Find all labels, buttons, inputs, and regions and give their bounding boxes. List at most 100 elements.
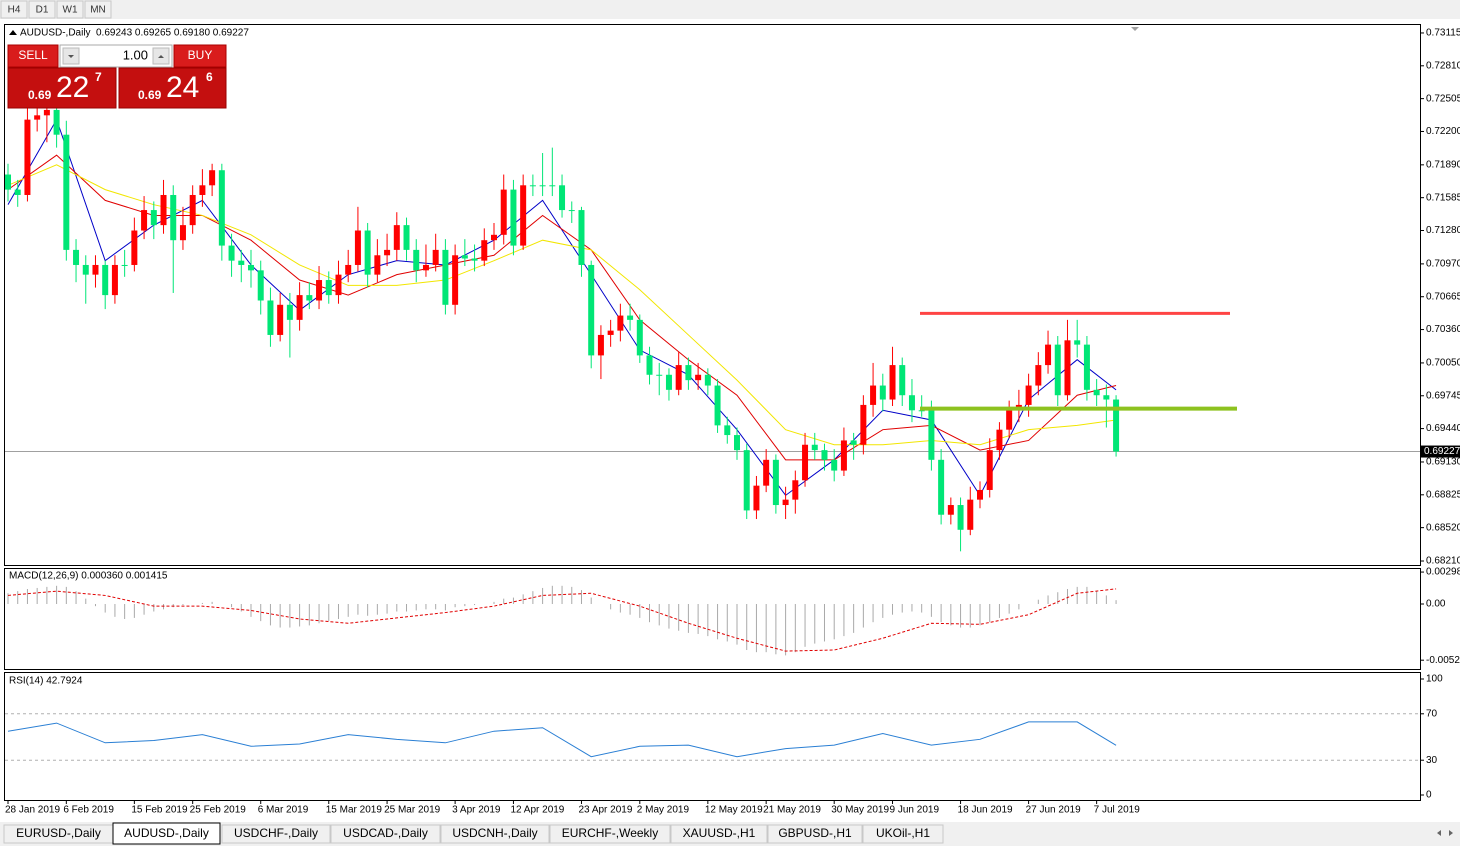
candle-body [549, 185, 556, 187]
candle-body [957, 505, 964, 530]
candle-body [763, 459, 770, 486]
sell-price-pips: 22 [56, 71, 89, 104]
macd-panel [4, 568, 1421, 670]
tab[interactable]: USDCHF-,Daily [234, 826, 318, 840]
candle-body [588, 264, 595, 356]
candle-body [568, 210, 575, 212]
candle-body [306, 295, 313, 301]
trade-panel: SELL 1.00 BUY 0.69 22 7 0.69 24 6 [7, 44, 227, 109]
candle-body [928, 410, 935, 460]
tab-bg [112, 822, 221, 845]
macd-signal [7, 588, 1117, 652]
ohlc-label: 0.69243 0.69265 0.69180 0.69227 [96, 28, 249, 39]
tab[interactable]: EURUSD-,Daily [16, 826, 101, 840]
tab[interactable]: UKOil-,H1 [876, 826, 930, 840]
y-tick-label: 0.69745 [1426, 390, 1460, 401]
tab[interactable]: EURCHF-,Weekly [562, 826, 658, 840]
y-tick-label: 0.72810 [1426, 60, 1460, 71]
candle-body [82, 264, 89, 275]
tab[interactable]: AUDUSD-,Daily [124, 826, 209, 840]
x-tick-label: 23 Apr 2019 [578, 805, 632, 816]
x-tick-label: 12 May 2019 [705, 805, 763, 816]
sell-price-fraction: 7 [95, 70, 102, 84]
tab-bg [862, 824, 944, 844]
rsi-panel [4, 672, 1421, 801]
y-tick-label: 0.69440 [1426, 423, 1460, 434]
candle-body [179, 225, 186, 241]
candle-body [520, 185, 527, 246]
candle-body [267, 300, 274, 335]
y-tick-label: 0.70360 [1426, 324, 1460, 335]
candle-body [189, 194, 196, 226]
toolbar [0, 0, 1460, 19]
tab[interactable]: USDCNH-,Daily [452, 826, 537, 840]
candle-body [704, 374, 711, 386]
timeframe-button[interactable]: D1 [36, 5, 49, 16]
y-tick-label: 0.70970 [1426, 259, 1460, 270]
candle-body [772, 459, 779, 506]
candle-body [636, 319, 643, 356]
main-panel [4, 24, 1421, 566]
shift-marker [1131, 27, 1139, 31]
candle-body [675, 365, 682, 390]
timeframe-button[interactable]: W1 [63, 5, 78, 16]
candle-body [248, 264, 254, 271]
button-bg [84, 0, 112, 19]
candle-body [325, 280, 332, 296]
candle-body [442, 249, 449, 305]
lot-input[interactable] [59, 44, 173, 68]
candle-body [996, 429, 1003, 451]
tab-bg [549, 824, 671, 844]
candle-body [5, 174, 11, 190]
tab-scroll[interactable] [1437, 830, 1453, 836]
x-tick-label: 25 Feb 2019 [190, 805, 247, 816]
candle-body [938, 459, 945, 515]
collapse-arrow[interactable] [9, 30, 17, 35]
tab[interactable]: GBPUSD-,H1 [778, 826, 852, 840]
sell-button[interactable] [7, 44, 59, 68]
rsi-label: RSI(14) 42.7924 [9, 676, 83, 687]
y-tick-label: 0.68520 [1426, 522, 1460, 533]
candle-body [840, 440, 847, 471]
x-tick-label: 27 Jun 2019 [1026, 805, 1081, 816]
x-tick-label: 6 Feb 2019 [63, 805, 114, 816]
macd-label: MACD(12,26,9) 0.000360 0.001415 [9, 571, 168, 582]
candle-body [257, 270, 264, 301]
rsi-line [7, 721, 1117, 758]
candle-body [578, 210, 585, 265]
price-label: 0.69227 [1424, 446, 1460, 457]
tab[interactable]: XAUUSD-,H1 [683, 826, 756, 840]
candle-body [34, 115, 41, 120]
candle-body [617, 315, 624, 331]
candle-body [947, 505, 954, 515]
candle-body [345, 264, 352, 275]
timeframe-button[interactable]: MN [90, 5, 106, 16]
candle-body [1025, 385, 1032, 405]
candle-body [753, 485, 760, 511]
timeframe-button[interactable]: H4 [8, 5, 21, 16]
x-tick-label: 9 Jun 2019 [890, 805, 940, 816]
tab-bg [221, 824, 331, 844]
candle-body [73, 249, 80, 265]
candle-body [393, 225, 400, 250]
tab-bg [767, 824, 863, 844]
candle-body [918, 410, 925, 412]
tab[interactable]: USDCAD-,Daily [343, 826, 428, 840]
candle-body [1103, 395, 1110, 400]
candle-body [111, 264, 118, 296]
candle-body [364, 230, 371, 275]
candle-body [559, 185, 566, 211]
candle-body [199, 185, 206, 195]
candle-body [879, 385, 886, 400]
candle-body [413, 249, 420, 271]
candle-body [860, 404, 867, 445]
sell-price-box[interactable] [7, 67, 117, 109]
candle-body [714, 385, 721, 426]
buy-button[interactable] [173, 44, 227, 68]
y-tick-label: 0.72200 [1426, 126, 1460, 137]
candle-body [802, 444, 809, 481]
candle-body [1083, 344, 1090, 390]
candle-body [743, 450, 750, 511]
buy-price-box[interactable] [118, 67, 227, 109]
buy-price-fraction: 6 [206, 70, 213, 84]
